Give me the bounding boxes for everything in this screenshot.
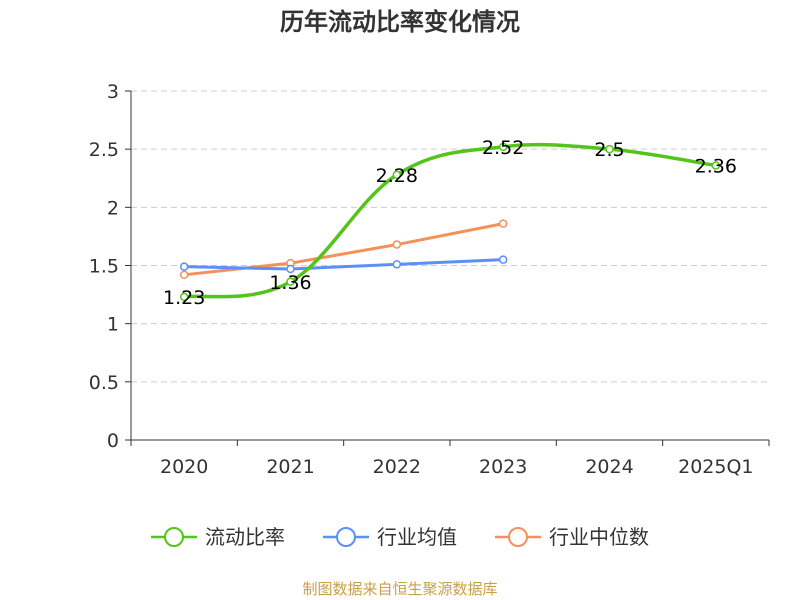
legend: 流动比率 行业均值 行业中位数 <box>151 525 649 549</box>
y-tick-label: 2 <box>107 197 119 219</box>
data-point <box>498 142 508 152</box>
axes: 0 0.5 1 1.5 2 2.5 3 2020 2021 2022 2023 2024 2025Q1 <box>89 81 770 478</box>
data-point <box>286 277 295 287</box>
data-point <box>392 260 402 269</box>
data-label: 2.5 <box>594 139 624 161</box>
data-point <box>392 240 402 249</box>
x-tick-label: 2024 <box>585 456 633 478</box>
legend-marker <box>508 527 528 547</box>
legend-label: 行业中位数 <box>549 525 649 549</box>
legend-item: 行业均值 <box>323 525 457 549</box>
x-tick-label: 2020 <box>160 456 208 478</box>
x-tick-label: 2025Q1 <box>678 456 753 478</box>
data-point <box>179 292 189 302</box>
data-labels: 1.23 1.36 2.28 2.52 2.5 2.36 <box>163 137 737 309</box>
data-point <box>392 170 402 180</box>
series-1 <box>179 255 508 274</box>
chart-title: 历年流动比率变化情况 <box>280 8 520 36</box>
data-point <box>498 219 508 228</box>
y-tick-label: 1.5 <box>89 256 119 278</box>
data-label: 2.28 <box>376 165 418 187</box>
data-point <box>179 262 189 271</box>
y-tick-label: 0 <box>107 430 119 452</box>
x-tick-label: 2023 <box>479 456 527 478</box>
series-line <box>184 258 504 271</box>
source-note: 制图数据来自恒生聚源数据库 <box>302 580 497 598</box>
legend-item: 行业中位数 <box>495 525 649 549</box>
y-tick-label: 3 <box>107 81 119 103</box>
x-tick-label: 2021 <box>266 456 314 478</box>
legend-label: 行业均值 <box>377 525 457 549</box>
data-point <box>286 264 295 274</box>
data-point <box>498 255 508 264</box>
series-lines <box>179 142 721 302</box>
data-point <box>711 161 721 170</box>
series-line <box>183 142 717 299</box>
legend-item: 流动比率 <box>151 525 285 549</box>
y-tick-label: 0.5 <box>89 372 119 394</box>
legend-label: 流动比率 <box>205 525 285 549</box>
data-point <box>605 144 614 154</box>
x-tick-label: 2022 <box>373 456 421 478</box>
y-tick-label: 1 <box>107 314 119 336</box>
data-label: 1.23 <box>163 287 205 309</box>
data-point <box>179 270 189 280</box>
y-tick-label: 2.5 <box>89 139 119 161</box>
series-0 <box>179 142 721 302</box>
grid-lines <box>131 90 769 383</box>
legend-marker <box>336 527 356 547</box>
data-label: 1.36 <box>269 272 311 294</box>
data-label: 2.36 <box>695 155 737 177</box>
legend-marker <box>164 527 184 547</box>
data-label: 2.52 <box>482 137 524 159</box>
